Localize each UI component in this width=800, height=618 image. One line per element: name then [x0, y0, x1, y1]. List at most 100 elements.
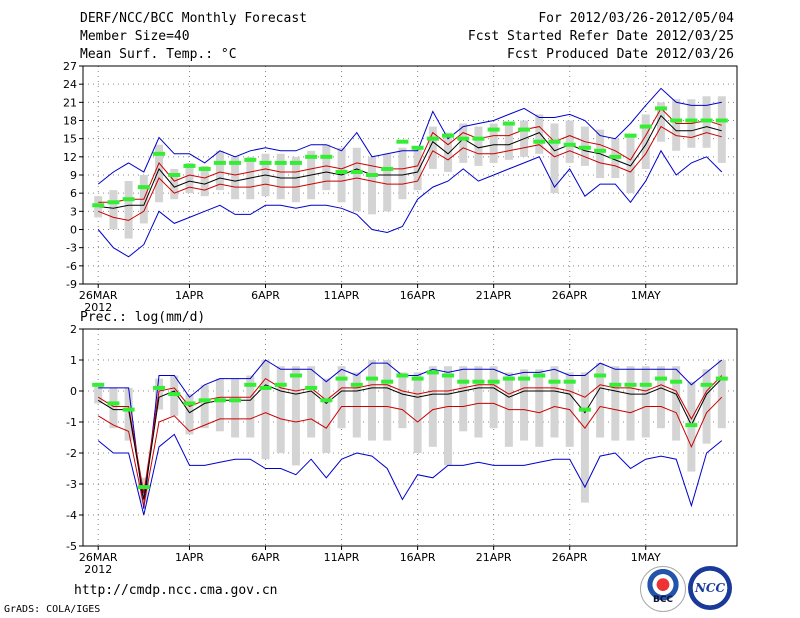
observed-marker	[715, 118, 728, 123]
ensemble-box	[641, 366, 650, 438]
ensemble-box	[596, 363, 605, 438]
x-year-label: 2012	[84, 563, 112, 576]
observed-marker	[442, 373, 455, 378]
x-tick-label: 26APR	[552, 289, 588, 302]
observed-marker	[654, 376, 667, 381]
observed-marker	[426, 136, 439, 141]
observed-marker	[274, 160, 287, 165]
observed-marker	[122, 197, 135, 202]
y-tick-label: 18	[63, 115, 77, 128]
observed-marker	[594, 148, 607, 153]
ensemble-box	[246, 375, 255, 438]
observed-marker	[548, 379, 561, 384]
observed-marker	[533, 139, 546, 144]
observed-marker	[365, 376, 378, 381]
observed-marker	[350, 169, 363, 174]
x-tick-label: 6APR	[251, 289, 280, 302]
x-tick-label: 1APR	[175, 289, 204, 302]
ensemble-box	[535, 369, 544, 447]
ensemble-box	[611, 366, 620, 441]
observed-marker	[168, 173, 181, 177]
ensemble-box	[489, 123, 498, 163]
observed-marker	[107, 200, 120, 205]
bcc-logo: BCC	[640, 566, 686, 612]
observed-marker	[183, 163, 196, 168]
y-tick-label: 0	[70, 224, 77, 237]
observed-marker	[700, 118, 713, 123]
chart-title: DERF/NCC/BCC Monthly Forecast	[80, 11, 307, 26]
observed-marker	[700, 382, 713, 387]
ensemble-box	[444, 366, 453, 466]
ensemble-box	[413, 372, 422, 453]
ensemble-box	[109, 190, 118, 230]
observed-marker	[670, 379, 683, 384]
ensemble-box	[307, 366, 316, 438]
observed-marker	[365, 173, 378, 177]
observed-marker	[563, 142, 576, 147]
observed-marker	[396, 373, 409, 378]
observed-marker	[518, 127, 531, 132]
ncc-logo: NCC	[688, 566, 732, 610]
series-line-mean	[98, 114, 722, 209]
ensemble-box	[520, 369, 529, 441]
observed-marker	[502, 121, 515, 126]
ensemble-box	[626, 366, 635, 441]
member-size: Member Size=40	[80, 29, 190, 44]
observed-marker	[229, 160, 242, 165]
bcc-logo-text: BCC	[652, 595, 674, 605]
observed-marker	[183, 401, 196, 406]
observed-marker	[289, 160, 302, 165]
grads-credit: GrADS: COLA/IGES	[4, 604, 101, 615]
x-tick-label: 11APR	[324, 551, 360, 564]
plot-frame	[82, 65, 738, 285]
observed-marker	[92, 203, 105, 208]
y-tick-label: 9	[70, 169, 77, 182]
fcst-produced-date: Fcst Produced Date 2012/03/26	[507, 47, 734, 62]
ensemble-box	[276, 153, 285, 200]
observed-marker	[411, 376, 424, 381]
y-tick-label: -3	[66, 478, 77, 491]
variable-label-temp: Mean Surf. Temp.: °C	[80, 47, 237, 62]
ensemble-box	[322, 378, 331, 453]
ensemble-box	[717, 360, 726, 429]
ensemble-box	[656, 366, 665, 429]
x-tick-label: 26MAR	[79, 289, 118, 302]
observed-marker	[578, 407, 591, 412]
observed-marker	[229, 398, 242, 403]
ensemble-box	[200, 384, 209, 429]
observed-marker	[274, 382, 287, 387]
ensemble-box	[535, 114, 544, 154]
ensemble-box	[550, 366, 559, 438]
x-year-label: 2012	[84, 301, 112, 314]
observed-marker	[624, 382, 637, 387]
observed-marker	[137, 185, 150, 190]
ensemble-box	[641, 114, 650, 169]
ensemble-box	[474, 366, 483, 438]
observed-marker	[487, 379, 500, 384]
x-tick-label: 16APR	[400, 551, 436, 564]
x-tick-label: 1MAY	[631, 289, 661, 302]
ensemble-box	[185, 162, 194, 194]
source-url[interactable]: http://cmdp.ncc.cma.gov.cn	[74, 583, 278, 598]
observed-marker	[122, 407, 135, 412]
observed-marker	[305, 154, 318, 159]
y-tick-label: 24	[63, 78, 77, 91]
observed-marker	[548, 139, 561, 144]
observed-marker	[381, 166, 394, 171]
plot-frame	[82, 328, 738, 547]
observed-marker	[335, 169, 348, 174]
y-tick-label: 2	[70, 323, 77, 336]
chart-panel-0: -9 -6 -3 0 3 6 9 12 15 18 21 24 27 26MAR 1APR 6APR 11APR…	[63, 60, 738, 314]
ensemble-box	[337, 366, 346, 429]
observed-marker	[609, 154, 622, 159]
ensemble-box	[656, 102, 665, 142]
ensemble-box	[550, 123, 559, 194]
ensemble-box	[200, 165, 209, 197]
ensemble-box	[352, 147, 361, 212]
observed-marker	[350, 382, 363, 387]
y-tick-label: -1	[66, 416, 77, 429]
ensemble-box	[444, 132, 453, 172]
observed-marker	[578, 145, 591, 150]
ncc-logo-text: NCC	[694, 581, 726, 595]
